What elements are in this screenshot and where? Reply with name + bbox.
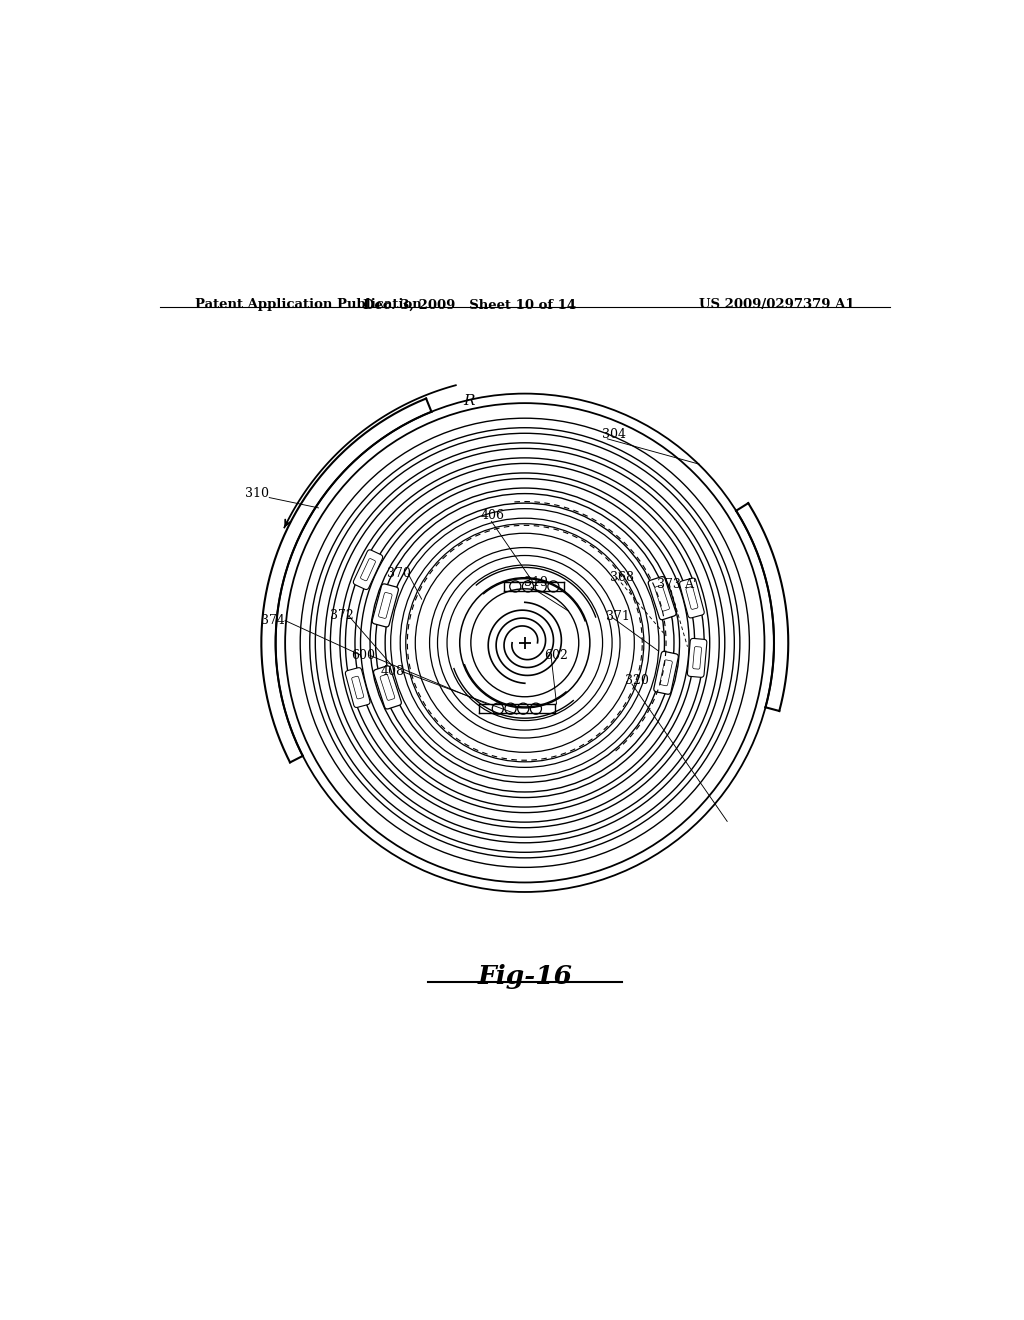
Text: 373: 373 [657, 578, 681, 590]
Text: Patent Application Publication: Patent Application Publication [196, 298, 422, 312]
FancyBboxPatch shape [687, 639, 707, 677]
Text: US 2009/0297379 A1: US 2009/0297379 A1 [698, 298, 854, 312]
Text: 602: 602 [545, 649, 568, 663]
FancyBboxPatch shape [353, 550, 383, 590]
FancyBboxPatch shape [654, 585, 670, 611]
FancyBboxPatch shape [680, 578, 705, 618]
Text: 372: 372 [331, 610, 354, 622]
Text: 368: 368 [609, 572, 634, 585]
Text: 304: 304 [602, 428, 626, 441]
FancyBboxPatch shape [372, 583, 398, 627]
FancyBboxPatch shape [693, 647, 701, 669]
Text: R: R [464, 393, 475, 408]
Text: 370: 370 [387, 568, 412, 581]
Text: 406: 406 [481, 510, 505, 523]
FancyBboxPatch shape [374, 665, 401, 709]
Text: 374: 374 [261, 614, 285, 627]
Text: 408: 408 [381, 665, 406, 678]
Text: 319: 319 [524, 576, 548, 589]
Text: Fig-16: Fig-16 [477, 964, 572, 989]
Text: 600: 600 [351, 649, 375, 663]
FancyBboxPatch shape [653, 651, 678, 694]
FancyBboxPatch shape [345, 668, 370, 708]
Text: A': A' [684, 578, 696, 590]
FancyBboxPatch shape [351, 676, 364, 698]
FancyBboxPatch shape [379, 593, 392, 618]
Text: 371: 371 [606, 610, 630, 623]
Text: 310: 310 [245, 487, 268, 500]
Text: Dec. 3, 2009   Sheet 10 of 14: Dec. 3, 2009 Sheet 10 of 14 [362, 298, 575, 312]
FancyBboxPatch shape [648, 577, 676, 620]
FancyBboxPatch shape [360, 558, 376, 581]
FancyBboxPatch shape [380, 675, 395, 701]
FancyBboxPatch shape [659, 660, 673, 686]
FancyBboxPatch shape [686, 586, 698, 610]
Text: 320: 320 [625, 675, 648, 688]
